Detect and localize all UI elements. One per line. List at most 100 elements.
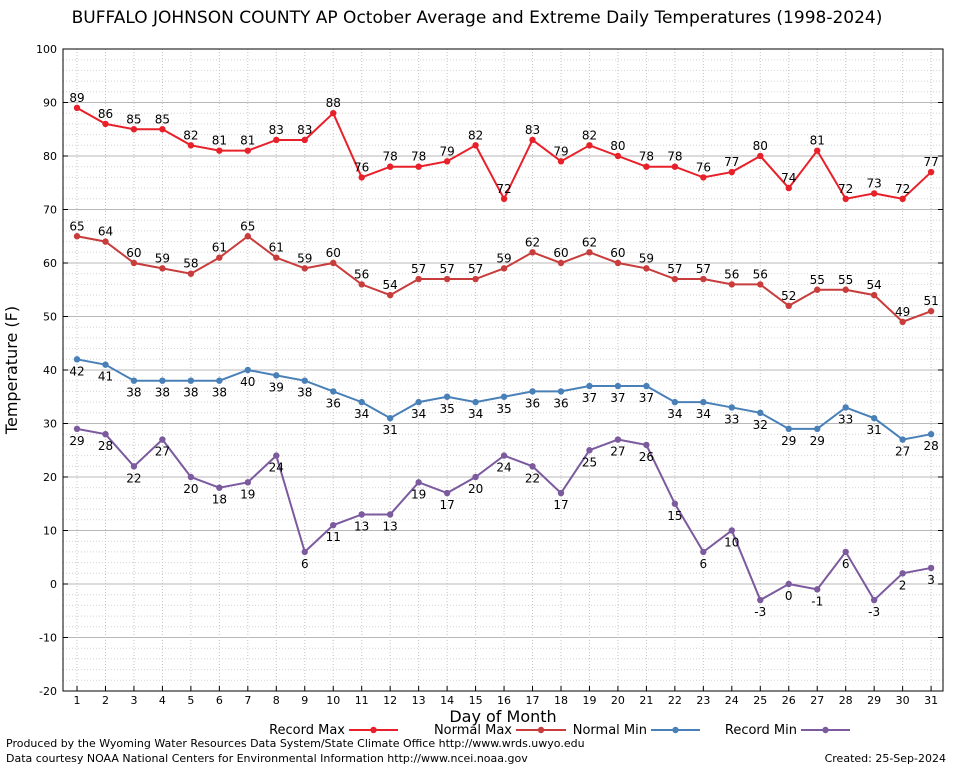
data-point — [899, 318, 906, 326]
data-label: 81 — [810, 134, 825, 148]
data-label: 15 — [667, 509, 682, 523]
data-point — [671, 163, 679, 170]
data-label: 24 — [496, 461, 511, 475]
data-label: 35 — [496, 402, 511, 416]
y-tick-label: 100 — [36, 43, 57, 56]
data-point — [842, 548, 849, 556]
data-point — [700, 398, 707, 406]
legend-label: Normal Min — [573, 723, 647, 738]
data-point — [728, 168, 736, 176]
data-point — [557, 388, 565, 395]
data-label: 19 — [240, 487, 255, 501]
data-label: 60 — [126, 246, 141, 260]
data-label: 57 — [667, 262, 682, 276]
data-point — [73, 425, 81, 433]
data-label: 76 — [354, 160, 369, 174]
data-point — [159, 436, 166, 443]
data-label: 61 — [269, 241, 284, 255]
data-label: 52 — [781, 289, 796, 303]
data-point — [870, 190, 878, 197]
data-label: 27 — [155, 445, 170, 459]
data-point — [728, 404, 736, 411]
data-point — [358, 174, 365, 181]
data-label: 10 — [724, 536, 739, 550]
data-label: 34 — [696, 407, 711, 421]
y-tick-label: 70 — [43, 204, 57, 217]
data-label: 59 — [496, 251, 511, 265]
data-point — [415, 398, 422, 406]
x-tick-label: 1 — [74, 694, 81, 707]
data-point — [386, 511, 394, 518]
data-point — [785, 184, 792, 192]
data-point — [244, 233, 252, 240]
data-point — [443, 275, 451, 283]
data-point — [216, 377, 223, 384]
data-point — [614, 382, 622, 390]
data-label: 33 — [838, 412, 853, 426]
data-point — [643, 441, 650, 449]
legend-marker — [537, 726, 545, 734]
data-label: 3 — [927, 573, 935, 587]
data-label: 80 — [753, 139, 768, 153]
data-label: 77 — [923, 155, 938, 169]
x-tick-label: 27 — [810, 694, 824, 707]
data-point — [899, 195, 906, 202]
data-label: 77 — [724, 155, 739, 169]
data-label: 59 — [297, 251, 312, 265]
data-point — [927, 564, 935, 572]
data-point — [586, 382, 593, 390]
y-tick-label: 80 — [43, 150, 57, 163]
data-point — [472, 473, 479, 481]
data-point — [586, 447, 593, 454]
data-label: -3 — [868, 605, 880, 619]
data-point — [358, 281, 365, 288]
x-tick-label: 21 — [639, 694, 653, 707]
data-label: 34 — [411, 407, 426, 421]
data-point — [899, 436, 906, 443]
data-label: 72 — [895, 182, 910, 196]
data-point — [500, 393, 508, 400]
x-tick-label: 8 — [273, 694, 280, 707]
data-point — [102, 361, 109, 368]
data-point — [671, 275, 679, 283]
data-point — [358, 511, 365, 518]
x-tick-label: 29 — [867, 694, 881, 707]
data-label: 24 — [269, 461, 284, 475]
data-label: 78 — [667, 150, 682, 164]
data-label: 72 — [496, 182, 511, 196]
data-label: 17 — [553, 498, 568, 512]
data-label: 76 — [696, 160, 711, 174]
data-point — [130, 377, 138, 384]
data-point — [216, 254, 223, 261]
y-tick-label: -10 — [39, 632, 57, 645]
legend-label: Record Min — [725, 723, 797, 738]
data-point — [443, 158, 451, 165]
data-point — [244, 147, 252, 154]
data-point — [472, 275, 479, 283]
data-point — [73, 356, 81, 363]
data-point — [130, 126, 138, 133]
data-label: 31 — [383, 423, 398, 437]
data-point — [73, 233, 81, 240]
data-point — [614, 259, 622, 267]
data-label: 6 — [842, 557, 850, 571]
data-point — [358, 398, 365, 406]
data-label: 57 — [696, 262, 711, 276]
data-label: 86 — [98, 107, 113, 121]
data-label: 83 — [525, 123, 540, 137]
data-point — [586, 249, 593, 256]
data-label: 65 — [240, 219, 255, 233]
data-label: 58 — [183, 257, 198, 271]
x-tick-label: 13 — [412, 694, 426, 707]
data-point — [671, 500, 679, 507]
data-label: 42 — [69, 364, 84, 378]
data-label: 64 — [98, 225, 113, 239]
data-point — [500, 265, 508, 272]
data-label: 62 — [525, 235, 540, 249]
data-point — [700, 174, 707, 181]
data-point — [757, 152, 764, 160]
chart-title: BUFFALO JOHNSON COUNTY AP October Averag… — [71, 8, 883, 28]
data-label: 36 — [525, 396, 540, 410]
data-point — [130, 463, 138, 470]
